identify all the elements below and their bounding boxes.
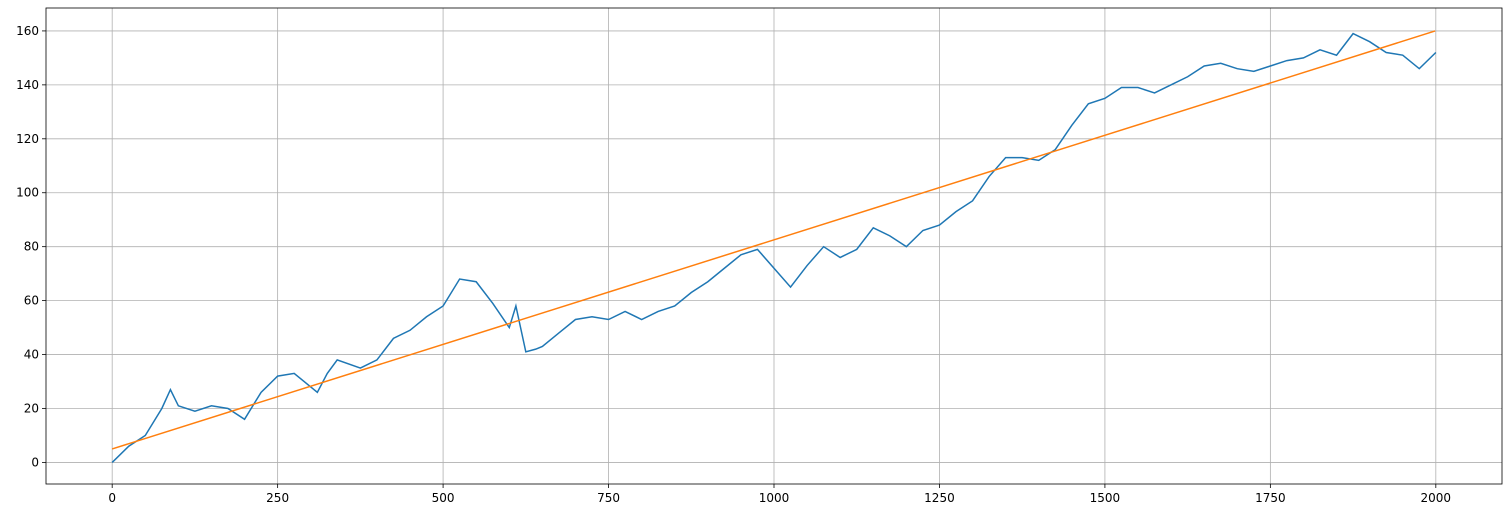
y-tick-label: 20 (24, 401, 39, 415)
y-tick-label: 0 (31, 455, 39, 469)
x-tick-label: 750 (597, 491, 620, 505)
x-tick-label: 500 (432, 491, 455, 505)
y-tick-label: 80 (24, 240, 39, 254)
x-tick-label: 1500 (1090, 491, 1121, 505)
x-tick-label: 250 (266, 491, 289, 505)
data-line (111, 30, 1436, 450)
plot-frame (45, 7, 1503, 485)
data-line (111, 32, 1437, 463)
x-tick-label: 1750 (1255, 491, 1286, 505)
x-tick-label: 0 (108, 491, 116, 505)
y-tick-label: 140 (16, 78, 39, 92)
y-tick-label: 40 (24, 348, 39, 362)
y-tick-label: 100 (16, 186, 39, 200)
y-tick-label: 60 (24, 294, 39, 308)
y-tick-label: 160 (16, 24, 39, 38)
x-tick-label: 1000 (759, 491, 790, 505)
y-tick-label: 120 (16, 132, 39, 146)
x-tick-label: 2000 (1421, 491, 1452, 505)
x-tick-label: 1250 (924, 491, 955, 505)
